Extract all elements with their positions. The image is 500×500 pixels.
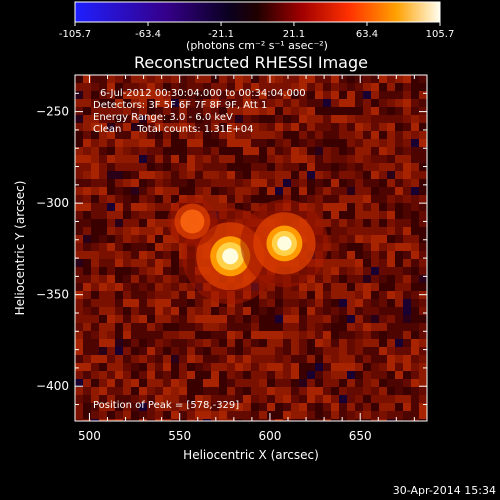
heatmap-image bbox=[75, 75, 427, 421]
colorbar bbox=[74, 1, 441, 23]
colorbar-tick-label: -63.4 bbox=[135, 29, 161, 40]
annotation-clean-counts: Clean Total counts: 1.31E+04 bbox=[93, 124, 253, 135]
annotation-energy-range: Energy Range: 3.0 - 6.0 keV bbox=[93, 112, 233, 123]
colorbar-tick-label: 63.4 bbox=[356, 29, 378, 40]
x-tick-label: 650 bbox=[349, 429, 372, 443]
y-tick-label: −350 bbox=[36, 288, 69, 302]
plot-frame bbox=[74, 74, 428, 422]
colorbar-ticks: -105.7 -63.4 -21.1 21.1 63.4 105.7 bbox=[59, 22, 454, 40]
colorbar-tick-label: 21.1 bbox=[283, 29, 305, 40]
y-tick-label: −300 bbox=[36, 196, 69, 210]
y-axis-label: Heliocentric Y (arcsec) bbox=[13, 181, 27, 316]
y-tick-label: −400 bbox=[36, 379, 69, 393]
x-tick-label: 600 bbox=[259, 429, 282, 443]
annotation-time-range: 6-Jul-2012 00:30:04.000 to 00:34:04.000 bbox=[100, 88, 306, 99]
source-blob bbox=[240, 199, 329, 288]
colorbar-tick-label: -105.7 bbox=[59, 29, 91, 40]
chart-title: Reconstructed RHESSI Image bbox=[134, 53, 368, 72]
x-tick-label: 500 bbox=[78, 429, 101, 443]
colorbar-tick-label: 105.7 bbox=[426, 29, 455, 40]
annotation-detectors: Detectors: 3F 5F 6F 7F 8F 9F, Att 1 bbox=[93, 100, 267, 111]
x-tick-label: 550 bbox=[168, 429, 191, 443]
y-tick-label: −250 bbox=[36, 105, 69, 119]
footer-date: 30-Apr-2014 15:34 bbox=[393, 484, 496, 497]
peak-position-label: Position of Peak = [578,-329] bbox=[93, 400, 239, 411]
axes: 500 550 600 650 −250 −300 −350 −400 bbox=[36, 75, 427, 443]
colorbar-tick-label: -21.1 bbox=[208, 29, 234, 40]
x-axis-label: Heliocentric X (arcsec) bbox=[183, 448, 319, 462]
colorbar-unit-label: (photons cm⁻² s⁻¹ asec⁻²) bbox=[186, 39, 328, 52]
source-blob bbox=[167, 196, 218, 247]
